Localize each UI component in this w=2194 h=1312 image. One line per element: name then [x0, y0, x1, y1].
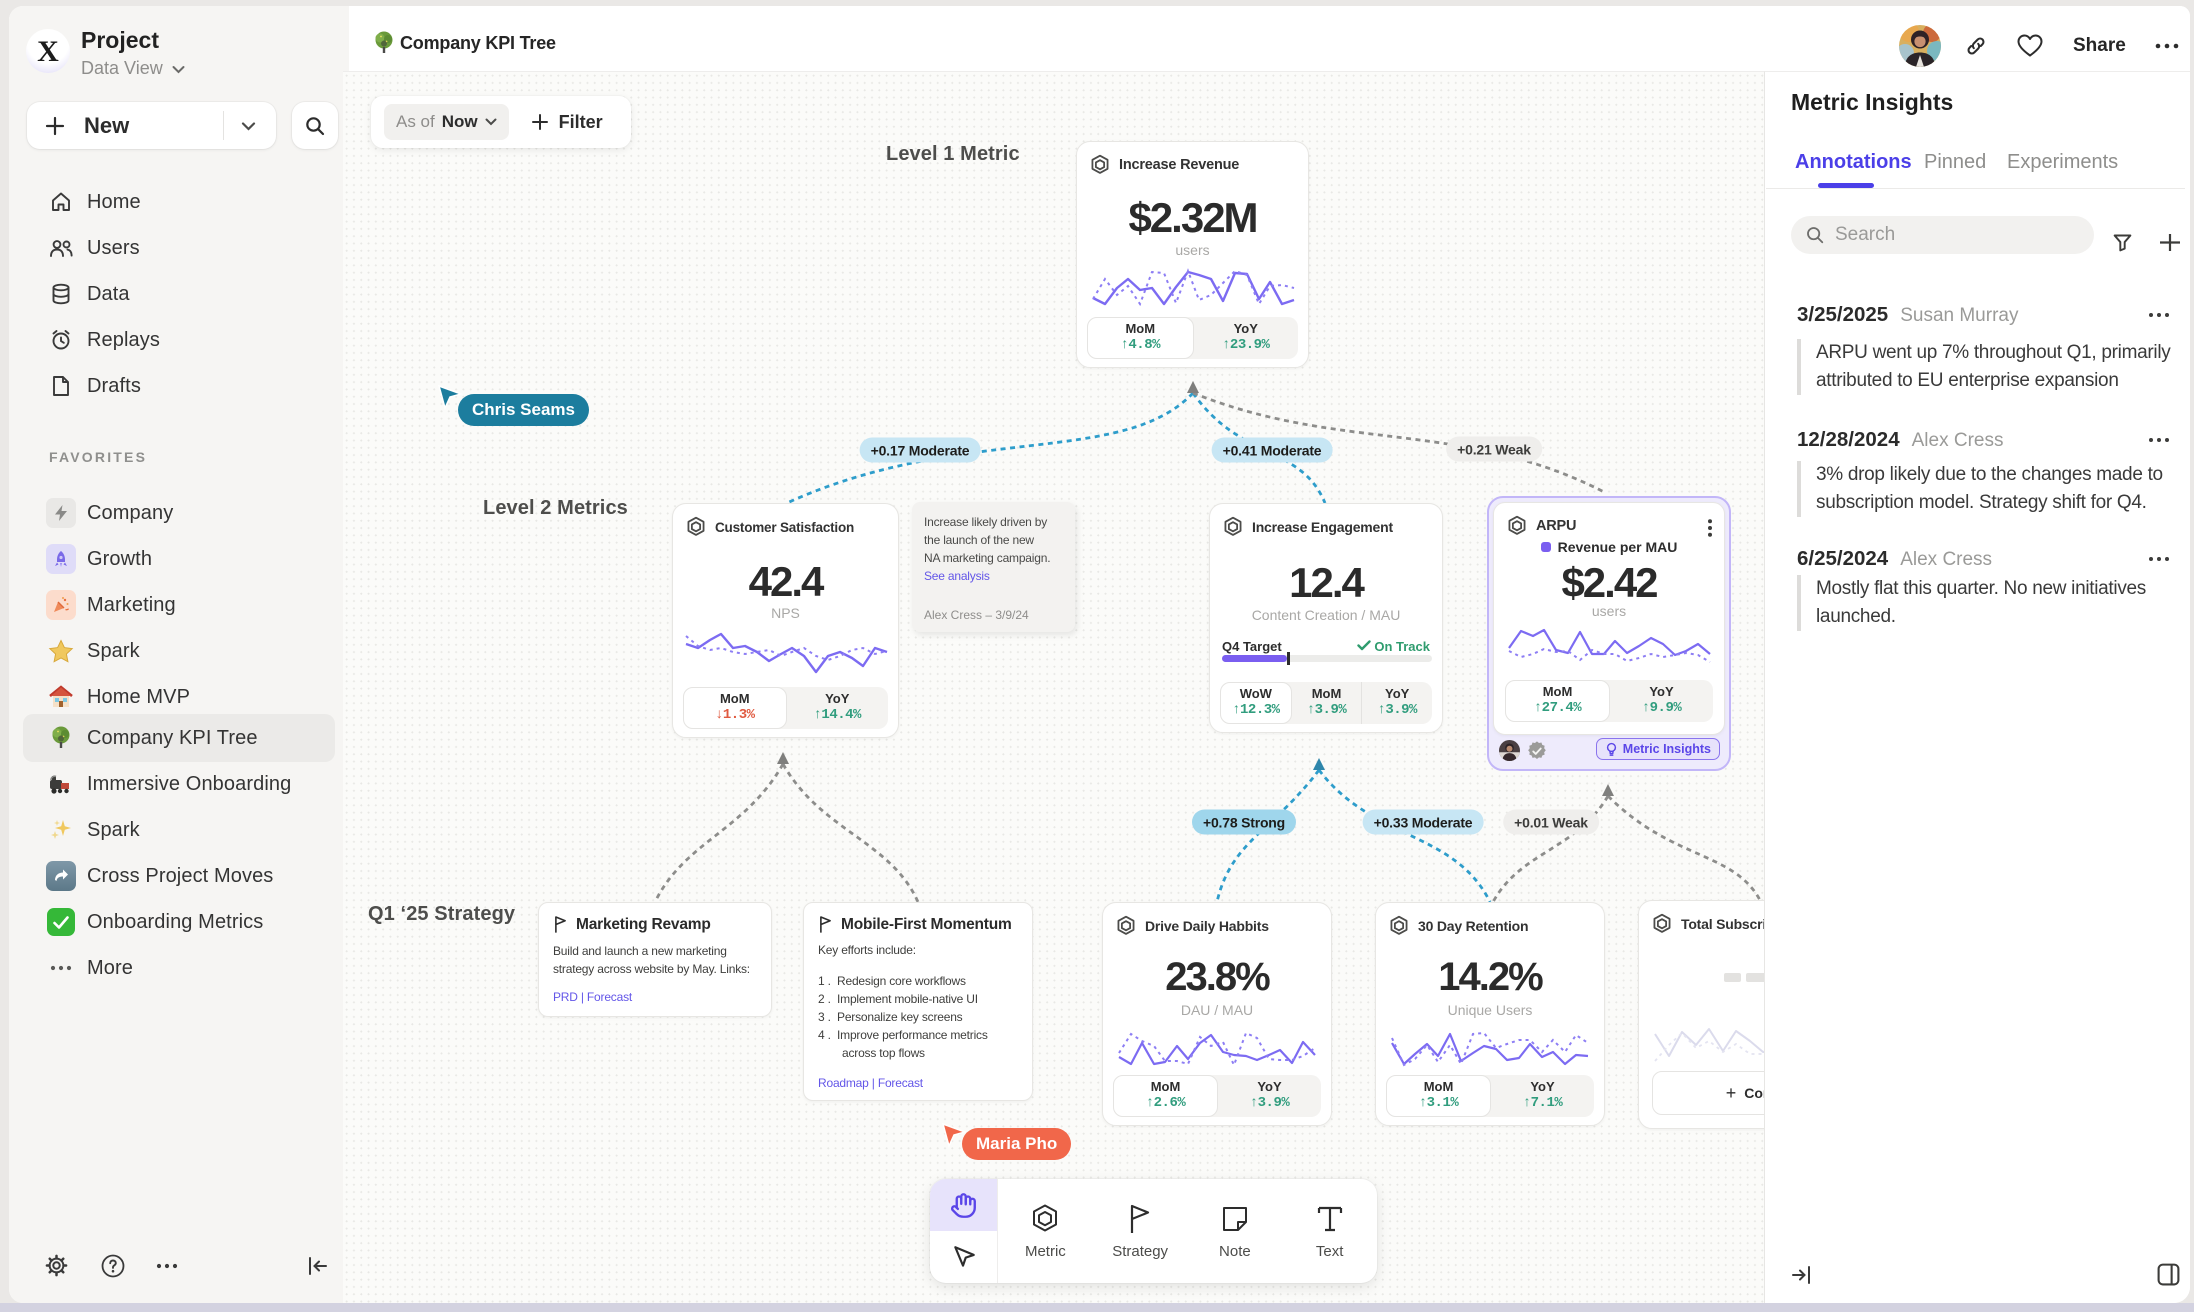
svg-text:X: X — [37, 35, 59, 68]
